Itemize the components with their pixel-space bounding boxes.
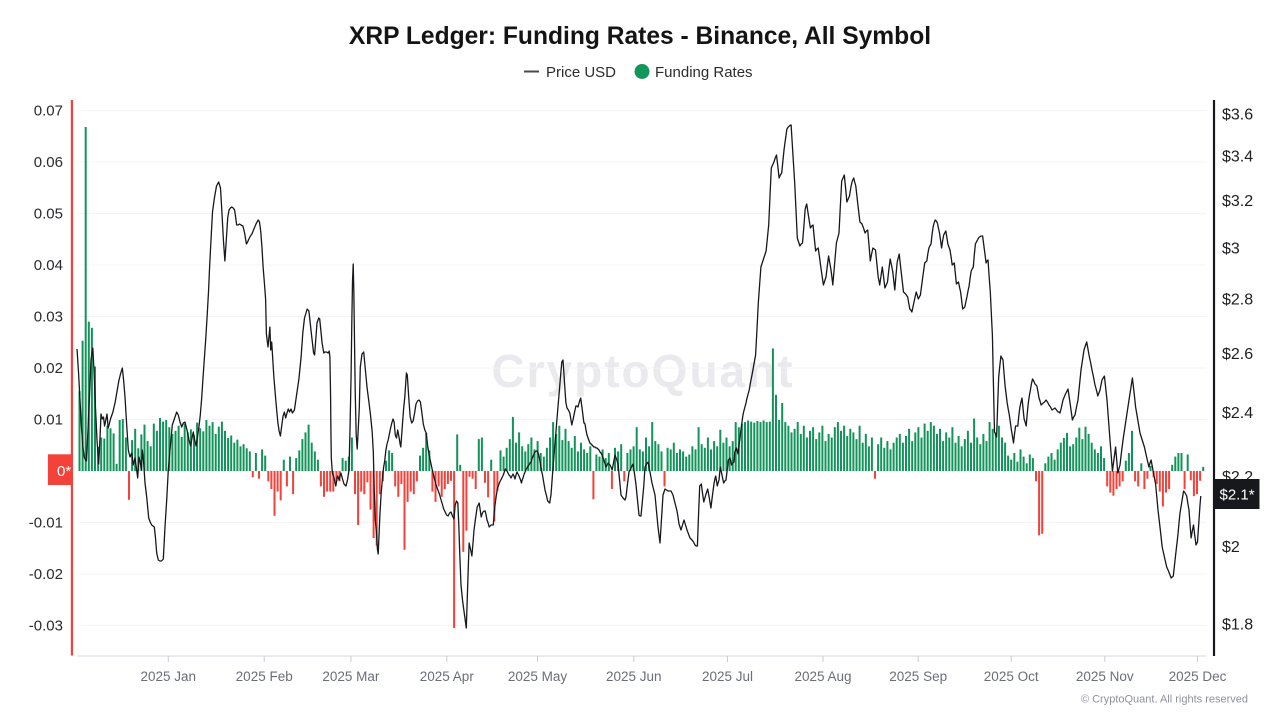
svg-text:2025 Sep: 2025 Sep: [889, 669, 947, 684]
svg-text:2025 Oct: 2025 Oct: [984, 669, 1039, 684]
svg-text:XRP Ledger: Funding Rates - Bi: XRP Ledger: Funding Rates - Binance, All…: [349, 23, 931, 50]
svg-text:0.02: 0.02: [34, 360, 63, 377]
svg-text:$2: $2: [1222, 539, 1240, 556]
svg-text:2025 Jun: 2025 Jun: [606, 669, 662, 684]
svg-text:Price USD: Price USD: [546, 64, 616, 81]
svg-text:$3: $3: [1222, 241, 1240, 258]
svg-text:$2.8: $2.8: [1222, 291, 1253, 308]
svg-text:0.03: 0.03: [34, 309, 63, 326]
svg-text:2025 Feb: 2025 Feb: [236, 669, 293, 684]
svg-text:© CryptoQuant. All rights rese: © CryptoQuant. All rights reserved: [1081, 694, 1248, 706]
svg-text:2025 Jul: 2025 Jul: [702, 669, 753, 684]
svg-text:2025 Jan: 2025 Jan: [141, 669, 197, 684]
svg-text:$3.6: $3.6: [1222, 106, 1253, 123]
svg-text:-0.01: -0.01: [29, 515, 63, 532]
svg-text:2025 May: 2025 May: [508, 669, 568, 684]
svg-text:-0.03: -0.03: [29, 618, 63, 635]
svg-text:-0.02: -0.02: [29, 566, 63, 583]
svg-text:$2.1*: $2.1*: [1220, 487, 1255, 504]
svg-text:$3.2: $3.2: [1222, 193, 1253, 210]
svg-text:CryptoQuant: CryptoQuant: [491, 345, 794, 397]
svg-text:0.01: 0.01: [34, 412, 63, 429]
svg-text:$3.4: $3.4: [1222, 148, 1253, 165]
svg-text:0.06: 0.06: [34, 154, 63, 171]
svg-text:$2.6: $2.6: [1222, 346, 1253, 363]
svg-text:2025 Mar: 2025 Mar: [322, 669, 380, 684]
svg-text:2025 Nov: 2025 Nov: [1076, 669, 1134, 684]
svg-text:0*: 0*: [57, 463, 71, 480]
svg-text:2025 Dec: 2025 Dec: [1169, 669, 1227, 684]
svg-text:$2.4: $2.4: [1222, 405, 1253, 422]
svg-text:Funding Rates: Funding Rates: [655, 64, 753, 81]
svg-text:$1.8: $1.8: [1222, 617, 1253, 634]
svg-text:2025 Aug: 2025 Aug: [794, 669, 851, 684]
svg-text:0.07: 0.07: [34, 103, 63, 120]
svg-text:2025 Apr: 2025 Apr: [420, 669, 475, 684]
svg-text:0.04: 0.04: [34, 257, 63, 274]
svg-text:0.05: 0.05: [34, 206, 63, 223]
